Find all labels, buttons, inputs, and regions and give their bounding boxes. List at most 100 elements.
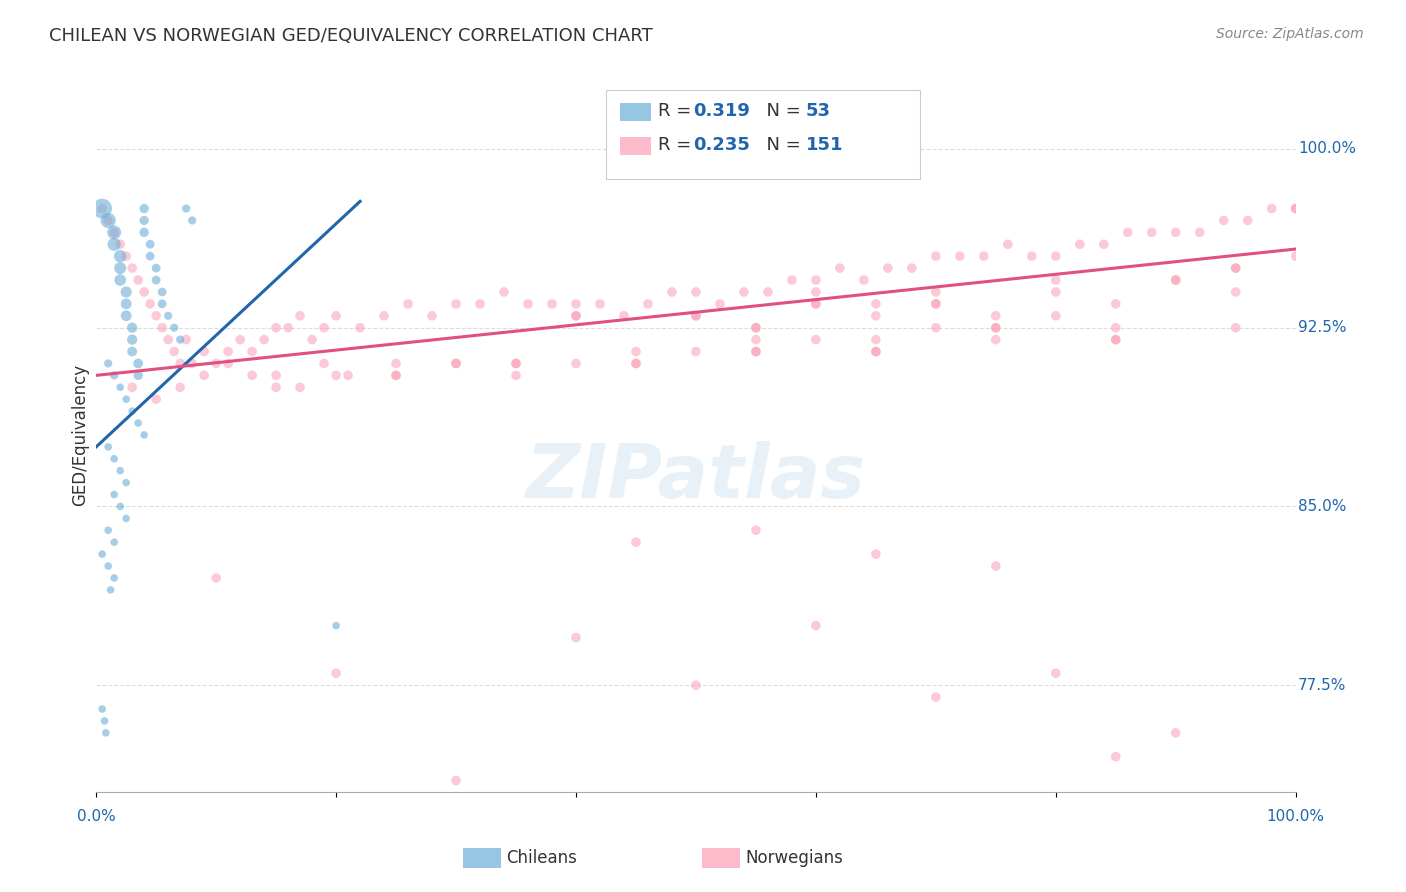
Point — [103, 451, 125, 466]
Point — [91, 202, 114, 216]
Point — [984, 320, 1007, 334]
Point — [385, 356, 408, 370]
Point — [134, 202, 156, 216]
Point — [901, 261, 924, 276]
Point — [277, 320, 299, 334]
Point — [1021, 249, 1043, 263]
Point — [1045, 285, 1067, 299]
Point — [121, 261, 143, 276]
Point — [505, 356, 527, 370]
Point — [624, 535, 647, 549]
Point — [264, 368, 287, 383]
Point — [115, 392, 138, 407]
Point — [1164, 726, 1187, 740]
Point — [139, 237, 162, 252]
Point — [685, 309, 707, 323]
Point — [264, 320, 287, 334]
Point — [121, 320, 143, 334]
Point — [181, 356, 204, 370]
Point — [103, 225, 125, 239]
Point — [139, 249, 162, 263]
Point — [103, 368, 125, 383]
Point — [1285, 202, 1308, 216]
Point — [780, 273, 803, 287]
Point — [804, 273, 827, 287]
Point — [865, 309, 887, 323]
Point — [745, 344, 768, 359]
Point — [108, 249, 131, 263]
Text: 100.0%: 100.0% — [1298, 142, 1355, 156]
Point — [1105, 320, 1128, 334]
Point — [337, 368, 360, 383]
Point — [145, 392, 167, 407]
Point — [709, 297, 731, 311]
Point — [103, 571, 125, 585]
Point — [217, 356, 239, 370]
Point — [325, 309, 347, 323]
Point — [661, 285, 683, 299]
Point — [613, 309, 636, 323]
Point — [97, 523, 120, 537]
Point — [115, 309, 138, 323]
Point — [108, 500, 131, 514]
Point — [492, 285, 515, 299]
Point — [100, 582, 122, 597]
Text: ZIPatlas: ZIPatlas — [526, 442, 866, 515]
Point — [984, 309, 1007, 323]
Point — [94, 726, 117, 740]
Point — [134, 225, 156, 239]
Point — [314, 320, 336, 334]
Point — [169, 333, 191, 347]
Point — [973, 249, 995, 263]
Text: 100.0%: 100.0% — [1267, 809, 1324, 824]
Point — [1105, 749, 1128, 764]
Point — [1188, 225, 1211, 239]
Point — [108, 380, 131, 394]
Point — [288, 380, 311, 394]
Point — [865, 344, 887, 359]
Point — [181, 213, 204, 227]
Point — [121, 344, 143, 359]
Point — [925, 690, 948, 705]
Text: N =: N = — [755, 136, 807, 154]
Point — [115, 475, 138, 490]
Text: CHILEAN VS NORWEGIAN GED/EQUIVALENCY CORRELATION CHART: CHILEAN VS NORWEGIAN GED/EQUIVALENCY COR… — [49, 27, 652, 45]
Point — [624, 356, 647, 370]
Point — [127, 368, 149, 383]
Point — [134, 213, 156, 227]
Point — [637, 297, 659, 311]
Text: Chileans: Chileans — [506, 849, 576, 867]
Point — [1225, 285, 1247, 299]
Point — [925, 297, 948, 311]
Point — [163, 320, 186, 334]
Point — [93, 714, 115, 728]
Point — [685, 309, 707, 323]
Point — [804, 297, 827, 311]
Point — [134, 428, 156, 442]
Point — [804, 285, 827, 299]
Text: 53: 53 — [806, 103, 831, 120]
Point — [150, 297, 173, 311]
Point — [505, 368, 527, 383]
Point — [115, 249, 138, 263]
Point — [865, 547, 887, 561]
Point — [444, 356, 467, 370]
Point — [949, 249, 972, 263]
Point — [1045, 249, 1067, 263]
Point — [157, 333, 180, 347]
Point — [685, 285, 707, 299]
Y-axis label: GED/Equivalency: GED/Equivalency — [72, 364, 89, 506]
Point — [1236, 213, 1258, 227]
Point — [1105, 333, 1128, 347]
Point — [1140, 225, 1163, 239]
Point — [193, 368, 215, 383]
Point — [97, 356, 120, 370]
Point — [565, 631, 588, 645]
Point — [865, 333, 887, 347]
Point — [174, 333, 197, 347]
Point — [150, 320, 173, 334]
Point — [121, 404, 143, 418]
Text: 0.0%: 0.0% — [77, 809, 115, 824]
Point — [624, 356, 647, 370]
Point — [1285, 249, 1308, 263]
